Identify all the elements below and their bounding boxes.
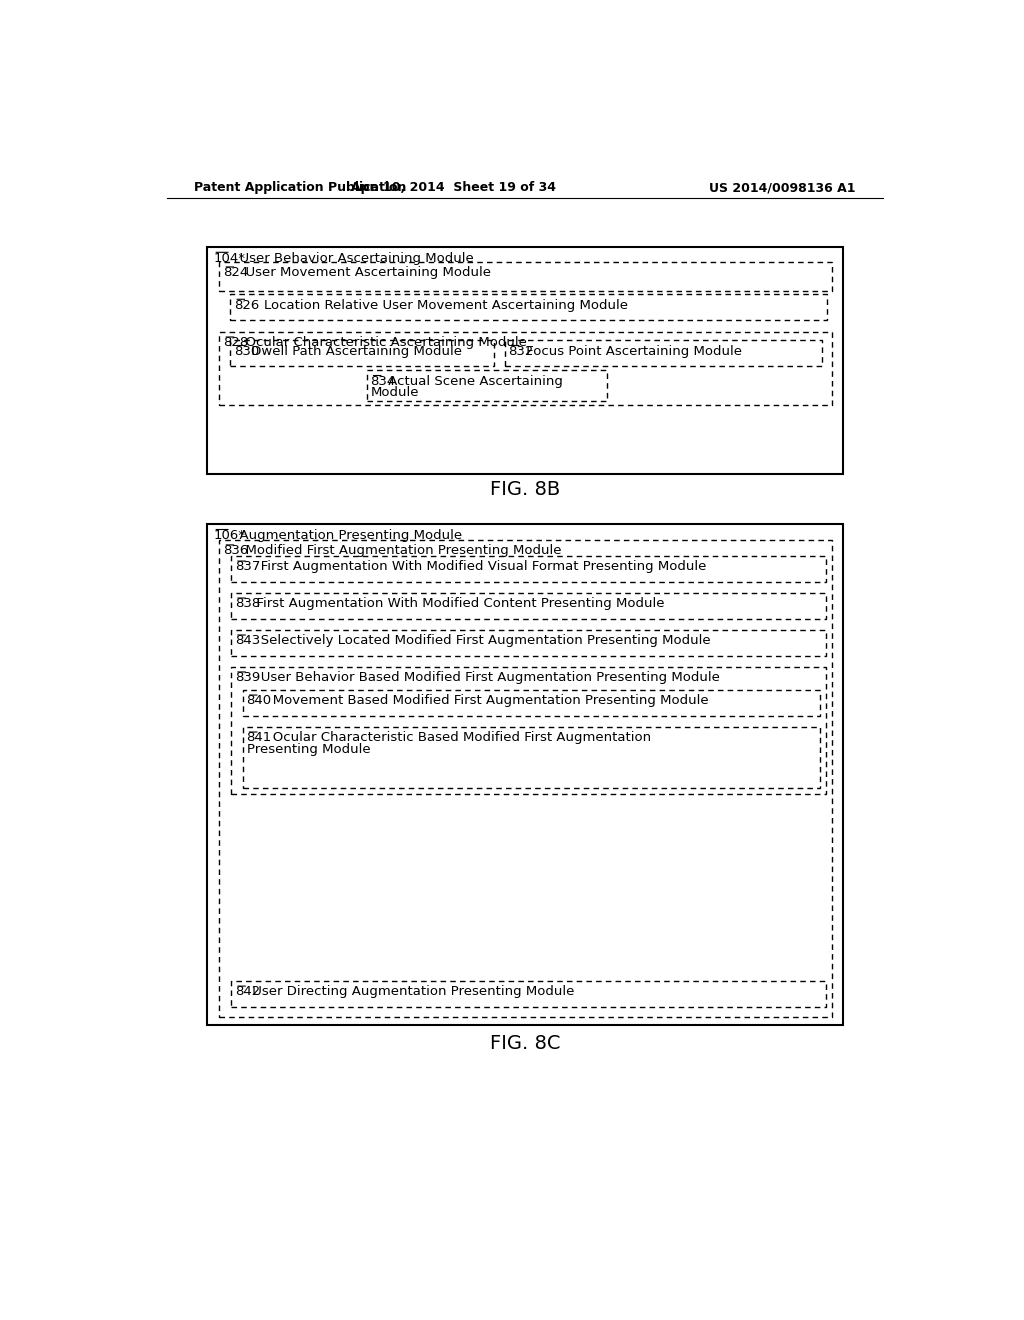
Bar bbox=[231, 556, 826, 582]
Bar bbox=[207, 247, 843, 474]
Text: Augmentation Presenting Module: Augmentation Presenting Module bbox=[231, 529, 462, 541]
Text: 840: 840 bbox=[247, 694, 271, 708]
Text: 824: 824 bbox=[223, 267, 249, 280]
Text: Apr. 10, 2014  Sheet 19 of 34: Apr. 10, 2014 Sheet 19 of 34 bbox=[351, 181, 556, 194]
Text: First Augmentation With Modified Visual Format Presenting Module: First Augmentation With Modified Visual … bbox=[248, 561, 707, 573]
Text: FIG. 8C: FIG. 8C bbox=[489, 1035, 560, 1053]
Text: 839: 839 bbox=[234, 671, 260, 684]
Text: User Behavior Ascertaining Module: User Behavior Ascertaining Module bbox=[231, 252, 474, 264]
Bar bbox=[243, 690, 820, 715]
Text: User Behavior Based Modified First Augmentation Presenting Module: User Behavior Based Modified First Augme… bbox=[248, 671, 720, 684]
Text: Presenting Module: Presenting Module bbox=[247, 743, 371, 756]
Bar bbox=[231, 981, 826, 1007]
Text: Ocular Characteristic Based Modified First Augmentation: Ocular Characteristic Based Modified Fir… bbox=[260, 731, 651, 744]
Text: 826: 826 bbox=[234, 298, 259, 312]
Text: 837: 837 bbox=[234, 561, 260, 573]
Text: Ocular Characteristic Ascertaining Module: Ocular Characteristic Ascertaining Modul… bbox=[237, 337, 526, 350]
Text: 836: 836 bbox=[223, 544, 249, 557]
Text: User Directing Augmentation Presenting Module: User Directing Augmentation Presenting M… bbox=[248, 985, 574, 998]
Text: 830: 830 bbox=[234, 345, 259, 358]
Text: FIG. 8B: FIG. 8B bbox=[489, 480, 560, 499]
Bar bbox=[231, 667, 826, 795]
Text: 832: 832 bbox=[509, 345, 534, 358]
Text: Movement Based Modified First Augmentation Presenting Module: Movement Based Modified First Augmentati… bbox=[260, 694, 709, 708]
Text: Actual Scene Ascertaining: Actual Scene Ascertaining bbox=[384, 375, 563, 388]
Bar bbox=[231, 593, 826, 619]
Text: 843: 843 bbox=[234, 635, 260, 647]
Text: 106*: 106* bbox=[213, 529, 246, 541]
Text: Location Relative User Movement Ascertaining Module: Location Relative User Movement Ascertai… bbox=[248, 298, 629, 312]
Bar bbox=[505, 341, 822, 367]
Bar bbox=[367, 370, 607, 401]
Text: Selectively Located Modified First Augmentation Presenting Module: Selectively Located Modified First Augme… bbox=[248, 635, 711, 647]
Bar bbox=[231, 630, 826, 656]
Text: 104*: 104* bbox=[213, 252, 246, 264]
Bar bbox=[230, 294, 827, 321]
Text: Focus Point Ascertaining Module: Focus Point Ascertaining Module bbox=[522, 345, 741, 358]
Bar bbox=[243, 726, 820, 788]
Text: US 2014/0098136 A1: US 2014/0098136 A1 bbox=[710, 181, 856, 194]
Text: Dwell Path Ascertaining Module: Dwell Path Ascertaining Module bbox=[248, 345, 463, 358]
Text: 841: 841 bbox=[247, 731, 271, 744]
Text: 828: 828 bbox=[223, 337, 249, 350]
Bar bbox=[219, 540, 831, 1016]
Text: 842: 842 bbox=[234, 985, 260, 998]
Bar bbox=[219, 261, 831, 290]
Text: Modified First Augmentation Presenting Module: Modified First Augmentation Presenting M… bbox=[237, 544, 561, 557]
Bar bbox=[219, 331, 831, 405]
Text: 834: 834 bbox=[371, 375, 396, 388]
Text: First Augmentation With Modified Content Presenting Module: First Augmentation With Modified Content… bbox=[248, 598, 665, 610]
Text: 838: 838 bbox=[234, 598, 260, 610]
Text: Patent Application Publication: Patent Application Publication bbox=[194, 181, 407, 194]
Text: User Movement Ascertaining Module: User Movement Ascertaining Module bbox=[237, 267, 490, 280]
Bar bbox=[230, 341, 494, 367]
Bar bbox=[207, 524, 843, 1024]
Text: Module: Module bbox=[371, 387, 419, 400]
